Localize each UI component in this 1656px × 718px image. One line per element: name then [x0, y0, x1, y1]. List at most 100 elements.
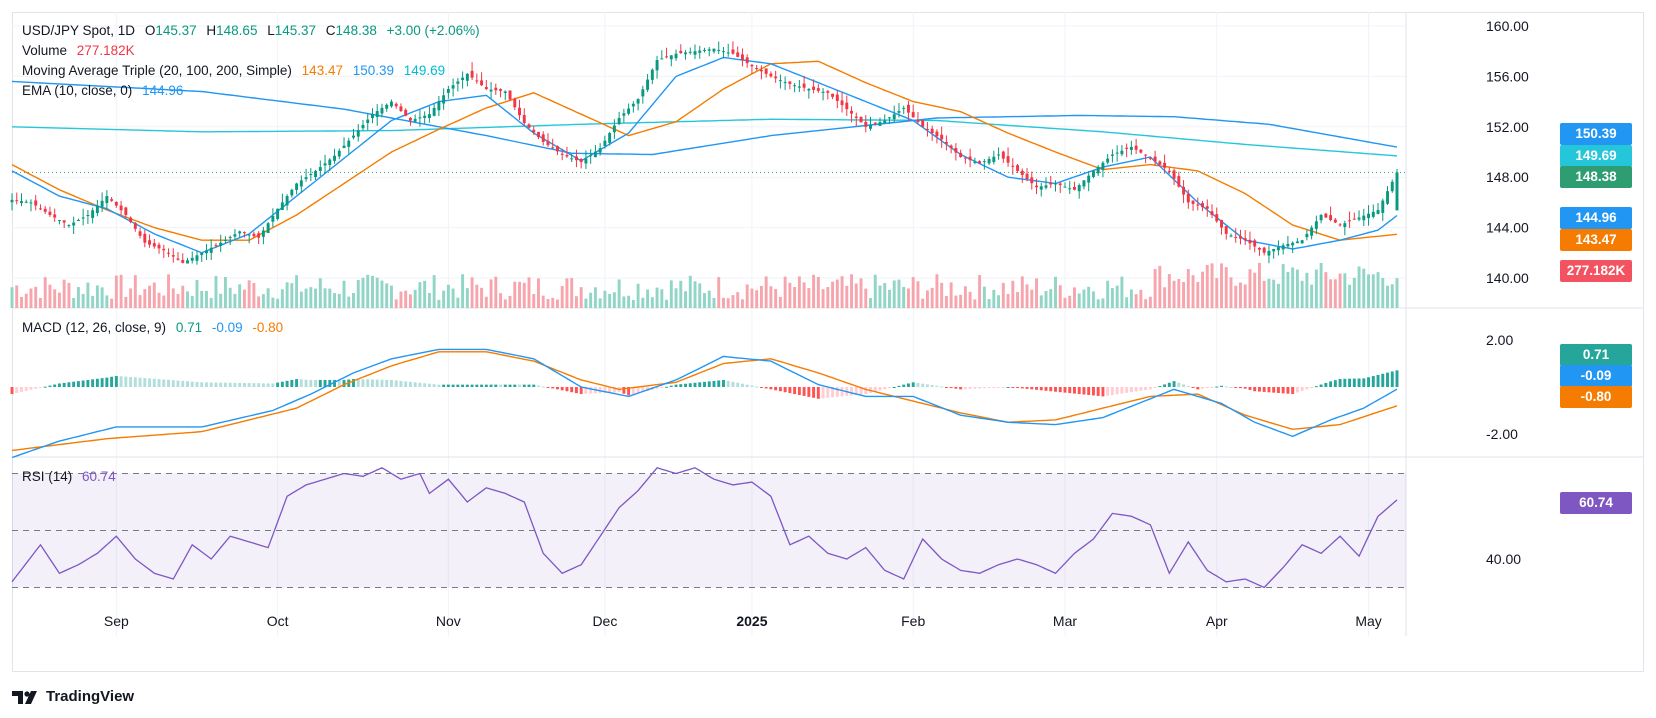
- candle-body: [978, 161, 982, 164]
- rsi-tag: 60.74: [1560, 492, 1632, 514]
- price-axis-tick: 152.00: [1486, 119, 1529, 135]
- candle-body: [347, 140, 351, 147]
- macd-histogram-bar: [944, 387, 948, 388]
- volume-bar: [916, 281, 920, 308]
- candle-body: [1305, 233, 1309, 238]
- candle-body: [157, 244, 161, 249]
- volume-bar: [560, 286, 564, 308]
- candle-body: [62, 220, 66, 223]
- volume-bar: [584, 298, 588, 308]
- macd-histogram-bar: [1049, 387, 1053, 392]
- volume-bar: [968, 291, 972, 308]
- volume-bar: [34, 286, 38, 308]
- candle-body: [726, 52, 730, 54]
- volume-bar: [845, 285, 849, 308]
- macd-histogram-bar: [162, 379, 166, 387]
- macd-histogram-bar: [949, 387, 953, 388]
- macd-histogram-bar: [114, 375, 118, 387]
- candle-body: [29, 202, 33, 204]
- candle-body: [342, 145, 346, 149]
- tradingview-logo[interactable]: TradingView: [12, 688, 134, 705]
- volume-bar: [636, 283, 640, 308]
- macd-histogram-bar: [285, 380, 289, 387]
- candle-body: [186, 260, 189, 264]
- macd-histogram-bar: [1186, 386, 1190, 388]
- macd-histogram-bar: [859, 387, 863, 395]
- volume-bar: [1253, 272, 1257, 308]
- volume-tag: 277.182K: [1560, 260, 1632, 282]
- candle-body: [522, 115, 526, 124]
- volume-bar: [921, 298, 925, 308]
- volume-bar: [593, 287, 597, 308]
- volume-bar: [1073, 287, 1076, 308]
- macd-histogram-bar: [266, 383, 270, 387]
- volume-bar: [802, 282, 806, 308]
- macd-signal-value: -0.80: [252, 320, 284, 335]
- macd-histogram-bar: [389, 379, 393, 387]
- macd-histogram-bar: [1381, 373, 1385, 387]
- candle-body: [1343, 223, 1347, 228]
- candle-body: [1177, 176, 1181, 187]
- candle-body: [257, 233, 261, 238]
- candle-body: [1054, 183, 1057, 185]
- volume-bar: [1343, 273, 1347, 308]
- price-axis-tick: 156.00: [1486, 68, 1529, 84]
- macd-histogram-bar: [522, 384, 526, 387]
- candle-body: [864, 121, 868, 127]
- macd-histogram-bar: [86, 379, 90, 387]
- candle-body: [171, 255, 175, 257]
- macd-histogram-bar: [911, 382, 915, 387]
- candle-body: [100, 200, 104, 207]
- candle-body: [432, 107, 436, 116]
- close-value: 148.38: [335, 23, 377, 38]
- macd-histogram-bar: [698, 382, 702, 387]
- macd-histogram-bar: [622, 387, 626, 394]
- candle-body: [375, 111, 379, 118]
- volume-bar: [314, 288, 318, 308]
- macd-histogram-bar: [532, 384, 536, 387]
- candle-body: [954, 147, 958, 153]
- volume-bar: [655, 287, 659, 308]
- candle-body: [1291, 242, 1295, 246]
- volume-bar: [1163, 287, 1167, 308]
- volume-bar: [446, 284, 450, 308]
- macd-histogram-bar: [1324, 382, 1328, 387]
- macd-histogram-bar: [352, 379, 355, 387]
- volume-bar: [674, 288, 678, 308]
- volume-bar: [499, 293, 503, 308]
- volume-bar: [783, 276, 787, 308]
- candle-body: [1006, 156, 1010, 163]
- candle-body: [1333, 219, 1337, 223]
- volume-bar: [451, 288, 455, 308]
- candle-body: [1234, 236, 1238, 238]
- macd-histogram-bar: [333, 379, 336, 387]
- volume-bar: [1148, 296, 1152, 308]
- candle-body: [1158, 161, 1162, 165]
- macd-histogram-bar: [299, 379, 303, 387]
- macd-histogram-bar: [1319, 384, 1323, 387]
- macd-histogram-bar: [1201, 387, 1204, 389]
- volume-bar: [413, 289, 417, 308]
- macd-histogram-bar: [1281, 387, 1285, 394]
- volume-bar: [755, 290, 759, 308]
- candle-body: [712, 48, 716, 52]
- macd-histogram-bar: [1267, 387, 1271, 393]
- candle-body: [660, 58, 664, 60]
- volume-bar: [228, 287, 232, 308]
- volume-bar: [299, 291, 303, 308]
- macd-histogram-bar: [57, 383, 61, 387]
- macd-histogram-bar: [1144, 387, 1148, 391]
- volume-bar: [465, 288, 469, 308]
- candle-body: [209, 247, 213, 253]
- ma200-line: [11, 118, 1398, 157]
- macd-histogram-bar: [1276, 387, 1280, 393]
- macd-histogram-bar: [446, 384, 450, 387]
- candle-body: [489, 89, 493, 92]
- rsi-line: [11, 467, 1398, 589]
- macd-histogram-bar: [584, 387, 588, 394]
- candle-body: [916, 120, 920, 123]
- volume-bar: [1167, 274, 1171, 308]
- candle-body: [717, 49, 721, 51]
- time-axis-tick: Feb: [901, 613, 925, 629]
